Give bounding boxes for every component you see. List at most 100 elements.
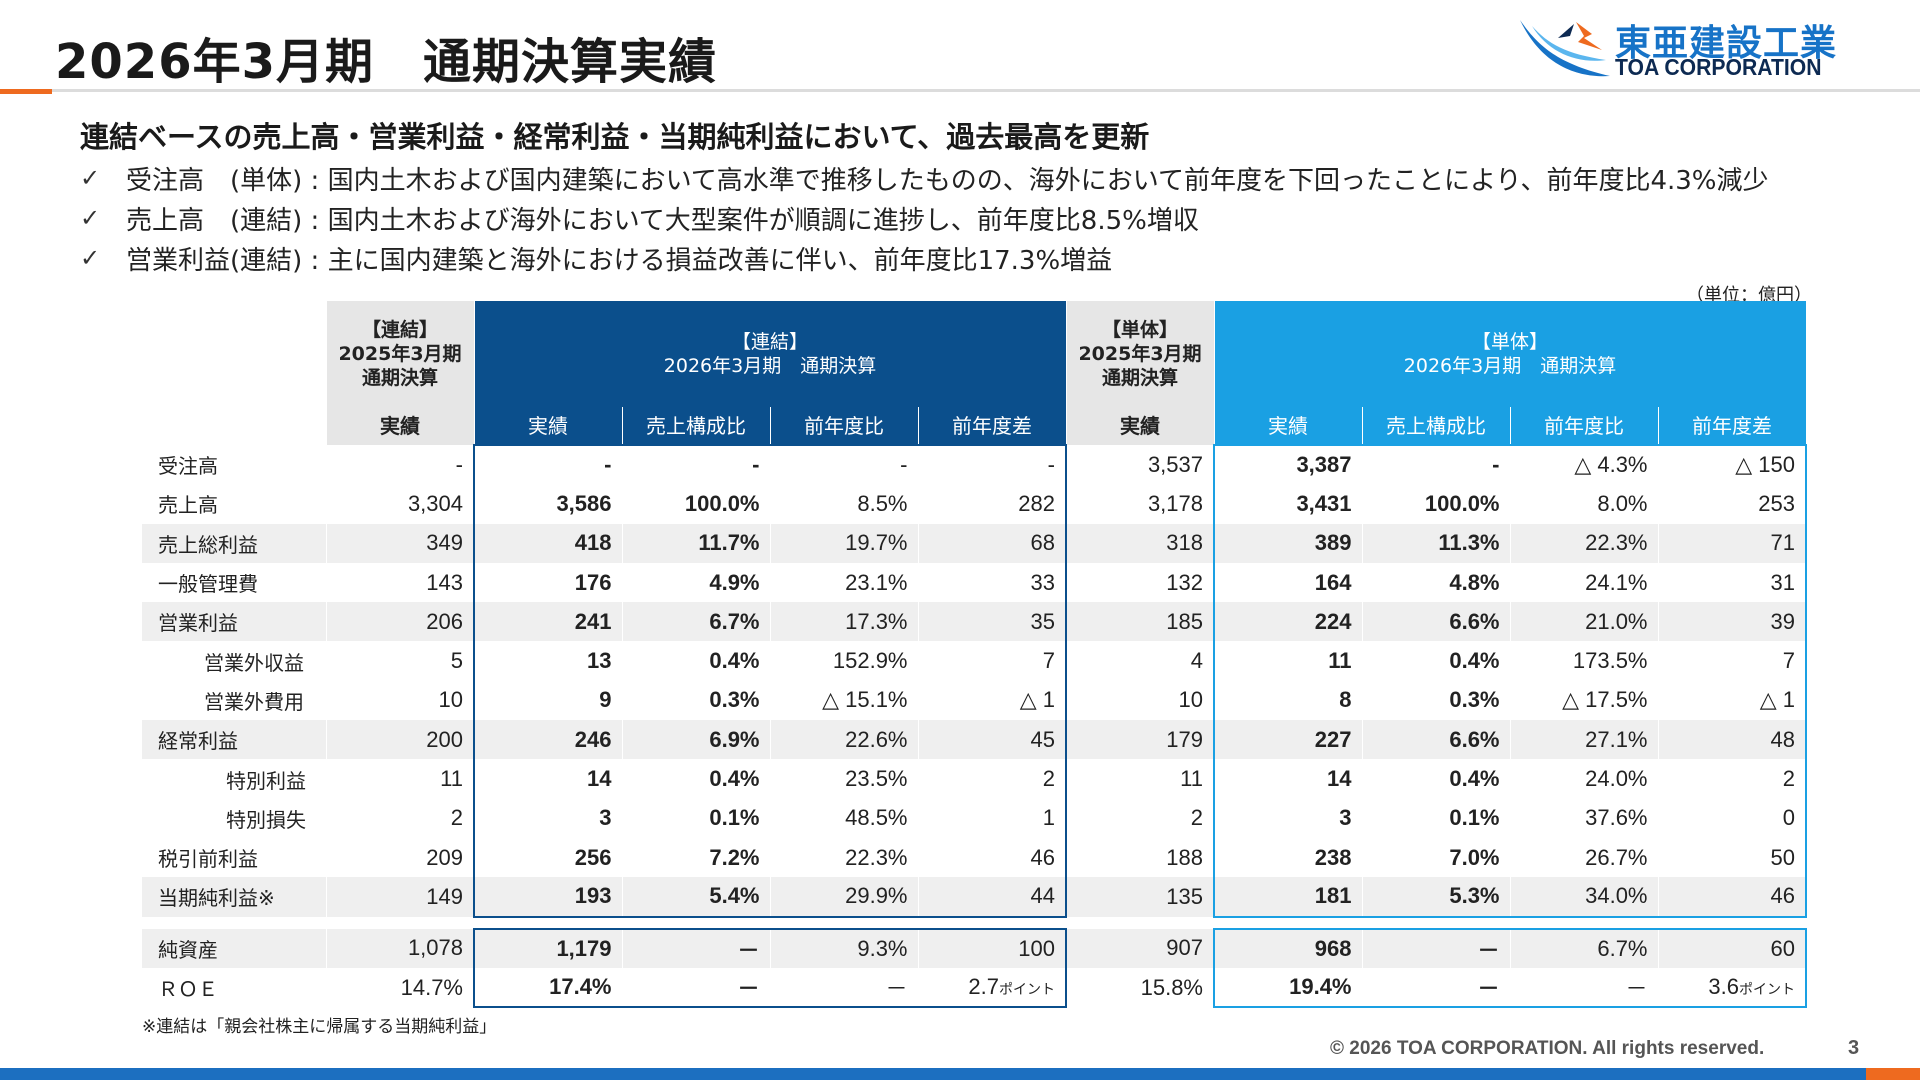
table-row: 営業外費用 10 9 0.3% △ 15.1% △ 1 10 8 0.3% △ 17.5% △ 1 [142,680,1807,721]
table-cell: 31 [1658,562,1807,603]
table-cell: 11.7% [622,523,771,563]
table-cell: 14.7% [326,967,475,1008]
bullet-orders: ✓ 受注高 (単体) : 国内土木および国内建築において高水準で推移したものの、… [80,158,1769,198]
table-cell: 60 [1658,927,1807,968]
cell-value: 34.0% [1585,883,1648,909]
cell-value: 14 [1327,766,1352,792]
header-consolidated-current: 【連結】 2026年3月期 通期決算 [474,301,1067,407]
cell-value: 3,304 [407,490,463,516]
table-cell: 11 [1066,759,1215,799]
cell-value: 10 [438,687,463,713]
subheader-row: 実績 実績 売上構成比 前年度比 前年度差 実績 実績 売上構成比 前年度比 前年度差 [142,407,1807,445]
table-cell: 3,304 [326,484,475,524]
cell-value: 11 [1328,648,1352,674]
cell-value: 100 [1018,935,1055,961]
table-cell: 3,178 [1066,484,1215,524]
cell-value: 8.5% [857,490,908,516]
table-cell: 173.5% [1510,641,1659,681]
cell-value: 185 [1166,608,1203,634]
row-label: 純資産 [142,928,327,968]
table-cell: 1,078 [326,928,475,968]
table-body: 受注高 - - - - -3,537 3,387- △ 4.3% △ 150 売上高 3,304 3,… [142,443,1807,1009]
cell-value: 253 [1758,490,1795,516]
table-cell: 50 [1658,837,1807,878]
table-row: 純資産 1,078 1,179 － 9.3% 100 907 968 － 6.7% 60 [142,927,1807,968]
cell-value: 181 [1314,883,1352,909]
table-cell: - [1362,443,1511,485]
cell-value: 9 [599,687,612,713]
cell-value: 24.0% [1585,766,1648,792]
cell-value: △ 17.5% [1562,687,1648,713]
cell-value: 164 [1314,569,1352,595]
table-row: 特別利益 11 14 0.4% 23.5% 2 11 14 0.4% 24.0% 2 [142,759,1807,799]
cell-value: 39 [1770,608,1795,634]
table-cell: 3,387 [1213,443,1363,485]
cell-value: - [1047,452,1055,478]
cell-value: 238 [1314,844,1352,870]
cell-value: 282 [1018,490,1055,516]
cell-value: 6.7% [709,608,760,634]
table-cell: 17.4% [473,967,623,1009]
bullet-text: 受注高 (単体) : 国内土木および国内建築において高水準で推移したものの、海外… [126,165,1769,196]
table-cell: 19.4% [1213,967,1363,1009]
table-row: 受注高 - - - - - 3,537 3,387 - △ 4.3% △ 150 [142,443,1807,485]
table-cell: 0 [1658,798,1807,838]
table-cell: 27.1% [1510,720,1659,760]
subheader-cell: 実績 [1214,407,1363,445]
cell-value: 6.9% [709,726,760,752]
table-cell: － [770,967,919,1009]
bullet-text: 売上高 (連結) : 国内土木および海外において大型案件が順調に進捗し、前年度比… [126,205,1199,236]
table-cell: - [918,443,1067,485]
bullet-operating-income: ✓ 営業利益(連結) : 主に国内建築と海外における損益改善に伴い、前年度比17… [80,238,1769,278]
cell-value: 19.7% [845,530,908,556]
table-cell: 14 [1213,759,1363,799]
spacer-cell [326,916,475,929]
table-cell: 3,431 [1213,484,1363,524]
subheader-cell: 実績 [1066,407,1215,445]
cell-value: － [1625,976,1648,1001]
table-cell: 26.7% [1510,837,1659,878]
logo-bird-icon [1520,20,1610,77]
cell-value: 2 [1042,766,1055,792]
table-cell: 8.0% [1510,484,1659,524]
table-cell: 4.9% [622,562,771,603]
table-cell: 37.6% [1510,798,1659,838]
cell-value: － [1477,937,1500,963]
cell-value: 10 [1178,687,1203,713]
cell-value: 349 [426,530,463,556]
table-cell: 7 [918,641,1067,681]
subheader-cell: 売上構成比 [1362,407,1511,445]
cell-value: － [737,976,760,1001]
cell-value: 8 [1339,687,1352,713]
cell-value: 7.2% [709,844,760,870]
cell-value: 29.9% [845,883,908,909]
table-cell: 10 [1066,680,1215,721]
cell-value: △ 150 [1735,452,1795,478]
table-row: 一般管理費 143 176 4.9% 23.1% 33 132 164 4.8% 24.1% 31 [142,562,1807,603]
table-cell: 6.9% [622,720,771,760]
spacer-cell [1658,916,1807,929]
header-solo-current: 【単体】 2026年3月期 通期決算 [1214,301,1807,407]
cell-value: 9.3% [857,935,908,961]
cell-value: 1,179 [556,935,612,961]
table-row: ＲＯＥ 14.7% 17.4% －－ 2.7ポイント 15.8% 19.4% －－ 3.6ポイン… [142,967,1807,1009]
table-row: 営業利益 206 241 6.7% 17.3% 35 185 224 6.6% 21.0% 39 [142,602,1807,642]
row-label: 営業外収益 [142,641,327,681]
table-cell: 0.4% [1362,759,1511,799]
summary-bullets: ✓ 受注高 (単体) : 国内土木および国内建築において高水準で推移したものの、… [80,158,1769,278]
table-cell: △ 4.3% [1510,443,1659,485]
table-cell: 6.6% [1362,602,1511,642]
spacer-cell [1214,916,1363,929]
table-cell: 4.8% [1362,562,1511,603]
table-cell: 46 [1658,877,1807,918]
table-cell: 152.9% [770,641,919,681]
bullet-sales: ✓ 売上高 (連結) : 国内土木および海外において大型案件が順調に進捗し、前年… [80,198,1769,238]
table-cell: 39 [1658,602,1807,642]
cell-value: 50 [1770,844,1795,870]
cell-value: 15.8% [1140,974,1203,1000]
table-cell: 238 [1213,837,1363,878]
cell-value: 45 [1030,726,1055,752]
header-consolidated-prev: 【連結】 2025年3月期 通期決算 [326,301,475,407]
table-row: 売上高 3,304 3,586 100.0% 8.5% 282 3,178 3,431 100.… [142,484,1807,524]
cell-value: 23.1% [845,569,908,595]
